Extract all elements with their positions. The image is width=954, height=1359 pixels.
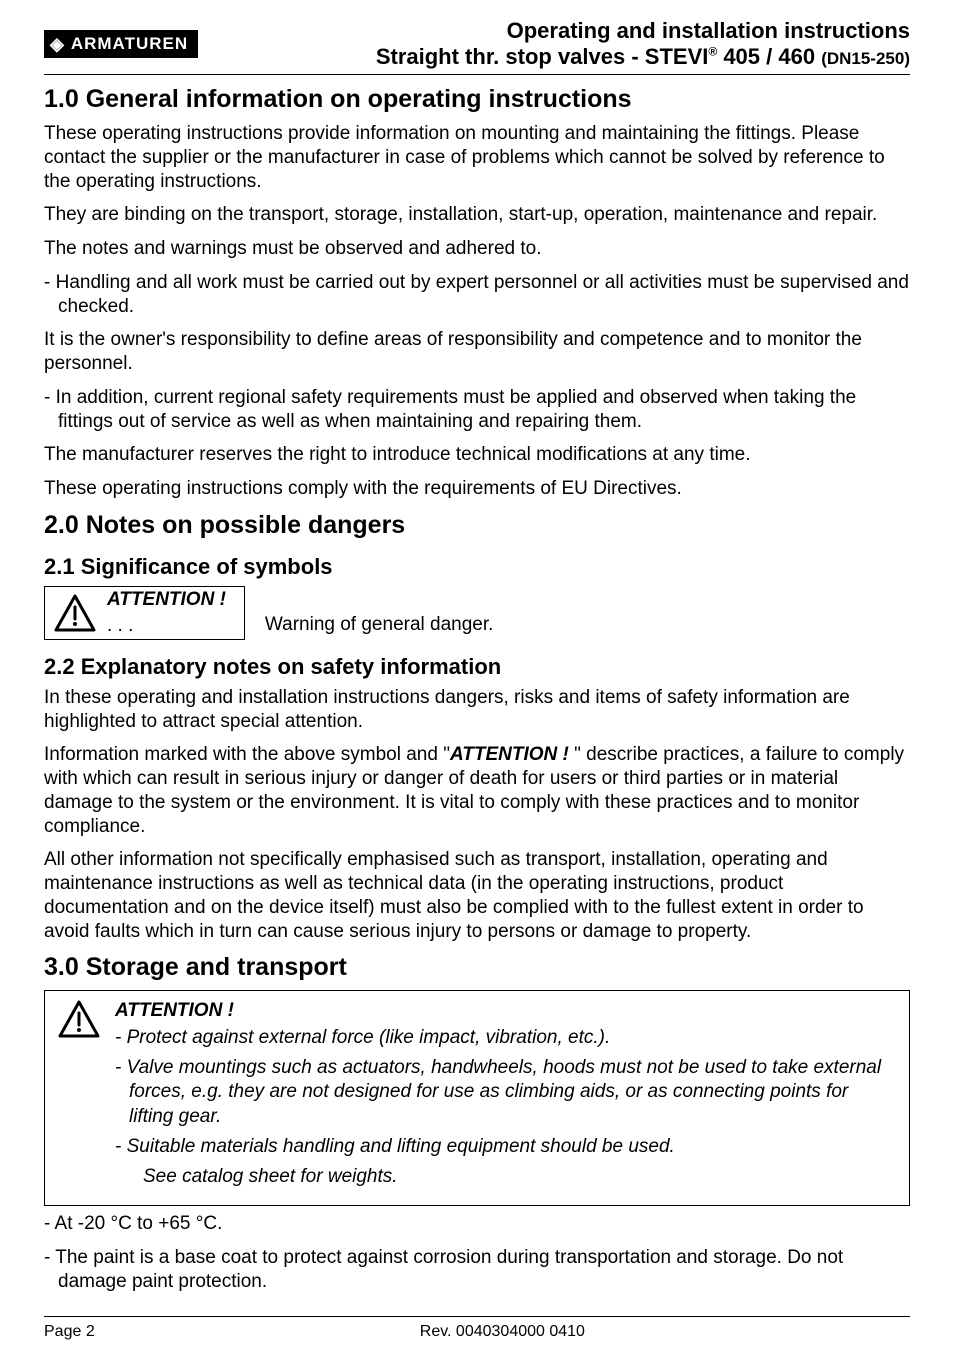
page-header: ◈ ARMATUREN Operating and installation i… (44, 18, 910, 70)
s1-p1: These operating instructions provide inf… (44, 122, 910, 193)
attention-framed-box: ATTENTION ! . . . (44, 586, 245, 640)
s2-p1: In these operating and installation inst… (44, 686, 910, 734)
footer-page-number: Page 2 (44, 1323, 95, 1341)
page-footer: Page 2 Rev. 0040304000 0410 (44, 1323, 910, 1341)
s2-p2-a: Information marked with the above symbol… (44, 744, 450, 765)
title-registered: ® (708, 45, 717, 59)
footer-rule (44, 1316, 910, 1317)
storage-box-inner: ATTENTION ! - Protect against external f… (57, 999, 897, 1195)
section-2-heading: 2.0 Notes on possible dangers (44, 511, 910, 540)
title-line2-b: 405 / 460 (717, 44, 821, 69)
attention-side-text: Warning of general danger. (265, 614, 494, 640)
section-1-heading: 1.0 General information on operating ins… (44, 85, 910, 114)
logo-text: ARMATUREN (71, 34, 188, 54)
title-line2-a: Straight thr. stop valves - STEVI (376, 44, 709, 69)
attention-symbol-row: ATTENTION ! . . . Warning of general dan… (44, 586, 910, 640)
attention-label: ATTENTION ! (107, 589, 226, 611)
storage-li-1: - Protect against external force (like i… (115, 1026, 897, 1050)
s1-p4: It is the owner's responsibility to defi… (44, 328, 910, 376)
page: ◈ ARMATUREN Operating and installation i… (0, 0, 954, 1359)
title-line2: Straight thr. stop valves - STEVI® 405 /… (376, 44, 910, 70)
footer-revision: Rev. 0040304000 0410 (420, 1323, 585, 1341)
s1-d1: - Handling and all work must be carried … (44, 271, 910, 319)
s1-p2: They are binding on the transport, stora… (44, 203, 910, 227)
s1-d2: - In addition, current regional safety r… (44, 386, 910, 434)
s1-p3: The notes and warnings must be observed … (44, 237, 910, 261)
s2-p2: Information marked with the above symbol… (44, 743, 910, 838)
logo-diamond-icon: ◈ (50, 35, 65, 53)
section-2-2-heading: 2.2 Explanatory notes on safety informat… (44, 654, 910, 680)
attention-label-block: ATTENTION ! . . . (107, 589, 226, 637)
warning-triangle-icon (57, 999, 101, 1039)
section-2-1-heading: 2.1 Significance of symbols (44, 554, 910, 580)
storage-li-3b: See catalog sheet for weights. (115, 1165, 897, 1189)
attention-dots: . . . (107, 615, 226, 637)
document-title: Operating and installation instructions … (376, 18, 910, 70)
section-3-heading: 3.0 Storage and transport (44, 953, 910, 982)
warning-triangle-icon (53, 593, 97, 633)
storage-li-3: - Suitable materials handling and liftin… (115, 1135, 897, 1159)
s2-p2-attention: ATTENTION ! (450, 744, 569, 765)
s1-p5: The manufacturer reserves the right to i… (44, 443, 910, 467)
storage-text-block: ATTENTION ! - Protect against external f… (115, 999, 897, 1195)
s2-p3: All other information not specifically e… (44, 848, 910, 943)
title-tail: (DN15-250) (821, 49, 910, 68)
storage-attention-label: ATTENTION ! (115, 999, 897, 1023)
storage-attention-box: ATTENTION ! - Protect against external f… (44, 990, 910, 1206)
title-line1: Operating and installation instructions (376, 18, 910, 44)
header-rule (44, 74, 910, 75)
brand-logo: ◈ ARMATUREN (44, 30, 198, 58)
s1-p6: These operating instructions comply with… (44, 477, 910, 501)
storage-li-2: - Valve mountings such as actuators, han… (115, 1056, 897, 1129)
s3-d1: - At -20 °C to +65 °C. (44, 1212, 910, 1236)
s3-d2: - The paint is a base coat to protect ag… (44, 1246, 910, 1294)
